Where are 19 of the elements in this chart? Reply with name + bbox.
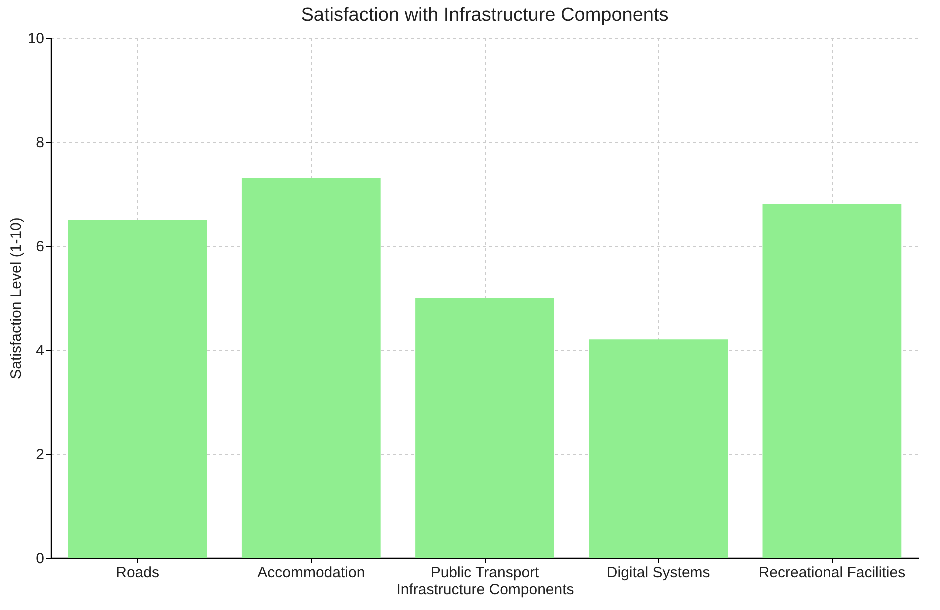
bar	[242, 178, 381, 558]
bar	[416, 298, 554, 558]
x-axis-title: Infrastructure Components	[396, 582, 574, 598]
x-tick-label: Recreational Facilities	[758, 564, 906, 582]
x-tick-label: Accommodation	[258, 564, 366, 582]
y-tick-label: 10	[28, 30, 44, 48]
x-tick-label: Roads	[116, 564, 160, 582]
y-axis-title: Satisfaction Level (1-10)	[8, 218, 25, 380]
bar	[68, 220, 208, 558]
y-tick-label: 6	[36, 238, 44, 256]
y-tick-label: 0	[36, 550, 44, 568]
chart-title: Satisfaction with Infrastructure Components	[301, 5, 669, 26]
y-tick-label: 4	[36, 342, 44, 360]
x-tick-label: Digital Systems	[606, 564, 710, 582]
bar	[589, 340, 728, 558]
y-tick-label: 2	[36, 446, 44, 464]
y-tick-label: 8	[36, 134, 44, 152]
bar	[762, 204, 902, 558]
x-tick-label: Public Transport	[430, 564, 540, 582]
